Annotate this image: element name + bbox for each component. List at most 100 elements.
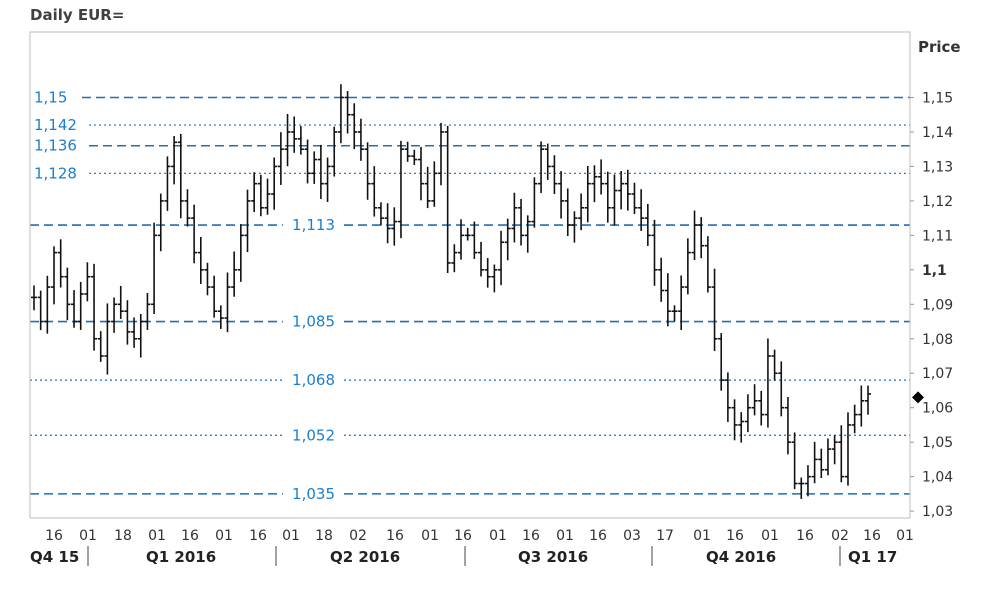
quarter-label: Q4 2016 <box>706 548 776 566</box>
ohlc-bar <box>764 338 771 428</box>
ohlc-bar <box>838 425 845 483</box>
ohlc-bar <box>344 91 351 134</box>
ohlc-bar <box>804 465 811 497</box>
ohlc-bar <box>64 267 71 321</box>
ohlc-bar <box>291 116 298 153</box>
level-label: 1,052 <box>292 426 335 444</box>
ohlc-bar <box>791 432 798 490</box>
y-tick-label: 1,15 <box>922 90 953 106</box>
ohlc-bar <box>758 390 765 426</box>
ohlc-bar <box>478 241 485 277</box>
quarter-label: Q1 17 <box>848 548 897 566</box>
x-tick-label: 16 <box>249 528 267 544</box>
x-tick-label: 01 <box>556 528 574 544</box>
y-tick-label: 1,11 <box>922 228 953 244</box>
ohlc-bar <box>304 139 311 184</box>
x-tick-label: 18 <box>315 528 333 544</box>
ohlc-bar <box>384 203 391 244</box>
x-tick-label: 01 <box>896 528 914 544</box>
ohlc-bar <box>558 171 565 219</box>
ohlc-bar <box>724 372 731 422</box>
ohlc-bar <box>598 159 605 195</box>
ohlc-bar <box>551 155 558 195</box>
ohlc-bar <box>611 174 618 226</box>
ohlc-bar <box>464 227 471 241</box>
y-tick-label: 1,05 <box>922 435 953 451</box>
ohlc-bar <box>37 290 44 331</box>
plot-frame <box>29 31 911 519</box>
ohlc-bar <box>865 385 871 415</box>
quarter-label: Q4 15 <box>30 548 79 566</box>
ohlc-bar <box>518 198 525 246</box>
level-label: 1,15 <box>34 88 67 106</box>
ohlc-bar <box>584 165 591 223</box>
x-tick-label: 03 <box>623 528 641 544</box>
plot-border <box>29 31 911 519</box>
ohlc-bar <box>504 218 511 261</box>
ohlc-bar <box>491 264 498 293</box>
ohlc-bar <box>651 219 658 286</box>
ohlc-bar <box>391 207 398 246</box>
ohlc-bar <box>71 290 78 328</box>
ohlc-bar <box>698 217 705 259</box>
ohlc-bar <box>324 157 331 203</box>
y-tick-label: 1,13 <box>922 159 953 175</box>
ohlc-bar <box>511 192 518 243</box>
ohlc-bar <box>818 448 825 478</box>
x-tick-label: 02 <box>831 528 849 544</box>
ohlc-bar <box>157 193 164 252</box>
ohlc-bar <box>144 292 151 330</box>
ohlc-bar <box>671 305 678 322</box>
x-tick-label: 16 <box>386 528 404 544</box>
ohlc-bar <box>784 396 791 455</box>
ohlc-bar <box>317 144 324 199</box>
ohlc-bar <box>284 114 291 167</box>
ohlc-bar <box>578 193 585 231</box>
ohlc-bar <box>217 305 224 329</box>
ohlc-bar <box>244 189 251 253</box>
ohlc-bar <box>364 142 371 200</box>
ohlc-bar <box>377 202 384 226</box>
ohlc-bar <box>664 273 671 327</box>
ohlc-bar <box>204 262 211 296</box>
ohlc-bar <box>171 136 178 185</box>
ohlc-bar <box>718 333 725 391</box>
quarter-label: Q3 2016 <box>518 548 588 566</box>
ohlc-bar <box>691 210 698 261</box>
y-tick-label: 1,12 <box>922 194 953 210</box>
x-tick-label: 16 <box>726 528 744 544</box>
ohlc-bar <box>124 300 131 345</box>
ohlc-bar <box>798 477 805 499</box>
y-tick-label: 1,04 <box>922 470 953 486</box>
level-label: 1,035 <box>292 485 335 503</box>
x-tick-label: 16 <box>522 528 540 544</box>
ohlc-bar <box>51 246 58 305</box>
ohlc-bar <box>57 239 64 288</box>
x-tick-label: 01 <box>693 528 711 544</box>
ohlc-bar <box>498 230 505 286</box>
y-tick-label: 1,14 <box>922 125 953 141</box>
level-label: 1,085 <box>292 313 335 331</box>
x-tick-label: 17 <box>656 528 674 544</box>
ohlc-bar <box>111 297 118 333</box>
ohlc-bar <box>137 314 144 358</box>
x-axis: 16 01 18 01 16 01 16 01 18 02 16 01 16 01 16 01 16 03 17 01… <box>30 528 914 566</box>
y-tick-label: 1,09 <box>922 297 953 313</box>
x-tick-label: 16 <box>796 528 814 544</box>
x-tick-label: 01 <box>489 528 507 544</box>
ohlc-bar <box>264 178 271 215</box>
ohlc-bar <box>184 189 191 227</box>
x-tick-label: 16 <box>45 528 63 544</box>
ohlc-bar <box>191 204 198 264</box>
ohlc-bar <box>844 412 851 486</box>
level-label: 1,068 <box>292 371 335 389</box>
level-label: 1,136 <box>34 137 77 155</box>
ohlc-bar <box>638 189 645 231</box>
ohlc-bar <box>417 146 424 201</box>
level-label: 1,128 <box>34 164 77 182</box>
ohlc-bar <box>684 238 691 295</box>
ohlc-bar <box>224 272 231 333</box>
x-tick-label: 16 <box>454 528 472 544</box>
ohlc-bar <box>44 275 51 334</box>
